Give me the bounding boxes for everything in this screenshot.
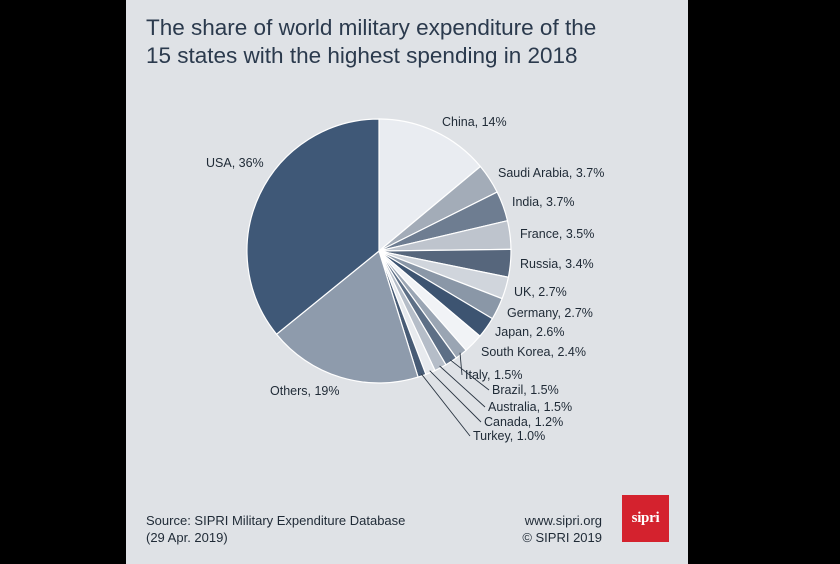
copyright-block: www.sipri.org © SIPRI 2019 [522, 512, 602, 546]
pie-chart: China, 14% Saudi Arabia, 3.7% India, 3.7% F… [206, 115, 604, 443]
label-usa: USA, 36% [206, 156, 264, 170]
pie-slices [246, 118, 512, 384]
label-australia: Australia, 1.5% [488, 400, 572, 414]
label-leader-lines [420, 352, 490, 437]
label-turkey: Turkey, 1.0% [473, 429, 545, 443]
chart-title-line-1: The share of world military expenditure … [146, 15, 597, 40]
slice-china [378, 118, 482, 253]
leader-line-brazil [449, 359, 490, 391]
leader-line-australia [439, 365, 486, 408]
sipri-logo: sipri [622, 495, 669, 542]
label-saudi-arabia: Saudi Arabia, 3.7% [498, 166, 604, 180]
label-france: France, 3.5% [520, 227, 594, 241]
label-russia: Russia, 3.4% [520, 257, 594, 271]
label-italy: Italy, 1.5% [465, 368, 522, 382]
leader-line-italy [459, 352, 463, 376]
label-japan: Japan, 2.6% [495, 325, 565, 339]
source-note: Source: SIPRI Military Expenditure Datab… [146, 512, 405, 546]
label-uk: UK, 2.7% [514, 285, 567, 299]
source-line-2: (29 Apr. 2019) [146, 530, 228, 545]
leader-line-turkey [420, 373, 471, 437]
chart-title-line-2: 15 states with the highest spending in 2… [146, 43, 578, 68]
slice-labels: China, 14% Saudi Arabia, 3.7% India, 3.7% F… [206, 115, 604, 443]
label-canada: Canada, 1.2% [484, 415, 563, 429]
figure-panel: The share of world military expenditure … [126, 0, 688, 564]
chart-title: The share of world military expenditure … [146, 14, 676, 70]
leader-line-canada [429, 370, 482, 423]
label-germany: Germany, 2.7% [507, 306, 593, 320]
copyright-text: © SIPRI 2019 [522, 530, 602, 545]
source-line-1: Source: SIPRI Military Expenditure Datab… [146, 513, 406, 528]
label-china: China, 14% [442, 115, 507, 129]
slice-usa [246, 118, 380, 336]
slice-others [275, 249, 419, 384]
label-brazil: Brazil, 1.5% [492, 383, 559, 397]
label-others: Others, 19% [270, 384, 339, 398]
label-south-korea: South Korea, 2.4% [481, 345, 586, 359]
website-link[interactable]: www.sipri.org [524, 513, 602, 528]
label-india: India, 3.7% [512, 195, 575, 209]
